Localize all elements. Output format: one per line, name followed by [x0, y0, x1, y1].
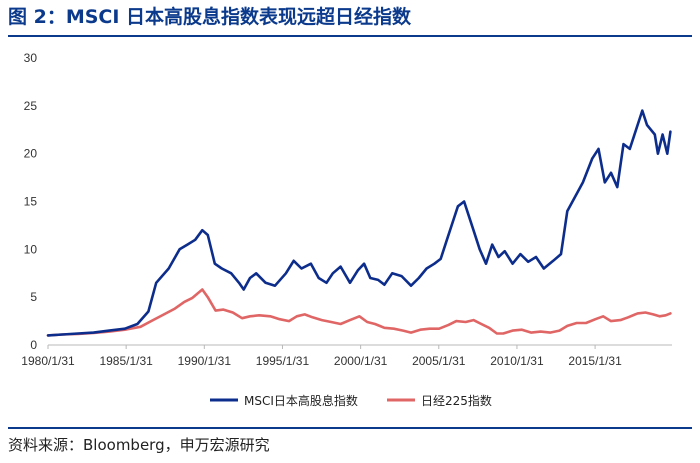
series-line-nikkei [46, 288, 672, 337]
x-tick-label: 1990/1/31 [178, 354, 232, 368]
legend: MSCI日本高股息指数 日经225指数 [210, 393, 492, 408]
series-line-msci [46, 109, 672, 337]
source-note: 资料来源：Bloomberg，申万宏源研究 [8, 436, 270, 454]
x-tick-label: 2005/1/31 [412, 354, 466, 368]
line-chart: 0 5 10 15 20 25 30 1980/1/31 1985/1/31 1990/1/31… [21, 51, 672, 408]
x-tick-label: 1980/1/31 [21, 354, 75, 368]
footer-divider [8, 427, 692, 429]
series-layer [46, 109, 672, 337]
x-tick-label: 1985/1/31 [99, 354, 153, 368]
legend-item-msci: MSCI日本高股息指数 [210, 393, 358, 408]
y-tick-label: 20 [24, 147, 38, 161]
x-tick-label: 2000/1/31 [334, 354, 388, 368]
y-tick-label: 5 [30, 290, 37, 304]
x-tick-label: 2015/1/31 [568, 354, 622, 368]
x-axis: 1980/1/31 1985/1/31 1990/1/31 1995/1/31 2000… [21, 344, 672, 368]
y-tick-label: 0 [30, 338, 37, 352]
y-tick-label: 25 [24, 99, 38, 113]
y-tick-label: 30 [24, 51, 38, 65]
y-tick-label: 10 [24, 242, 38, 256]
figure-title: 图 2：MSCI 日本高股息指数表现远超日经指数 [8, 6, 412, 28]
x-tick-label: 1995/1/31 [256, 354, 310, 368]
y-tick-label: 15 [24, 195, 38, 209]
legend-label: MSCI日本高股息指数 [244, 393, 358, 408]
x-tick-label: 2010/1/31 [490, 354, 544, 368]
legend-item-nikkei: 日经225指数 [387, 393, 492, 408]
y-axis: 0 5 10 15 20 25 30 [24, 51, 38, 352]
legend-label: 日经225指数 [421, 393, 492, 408]
title-divider [8, 35, 692, 37]
